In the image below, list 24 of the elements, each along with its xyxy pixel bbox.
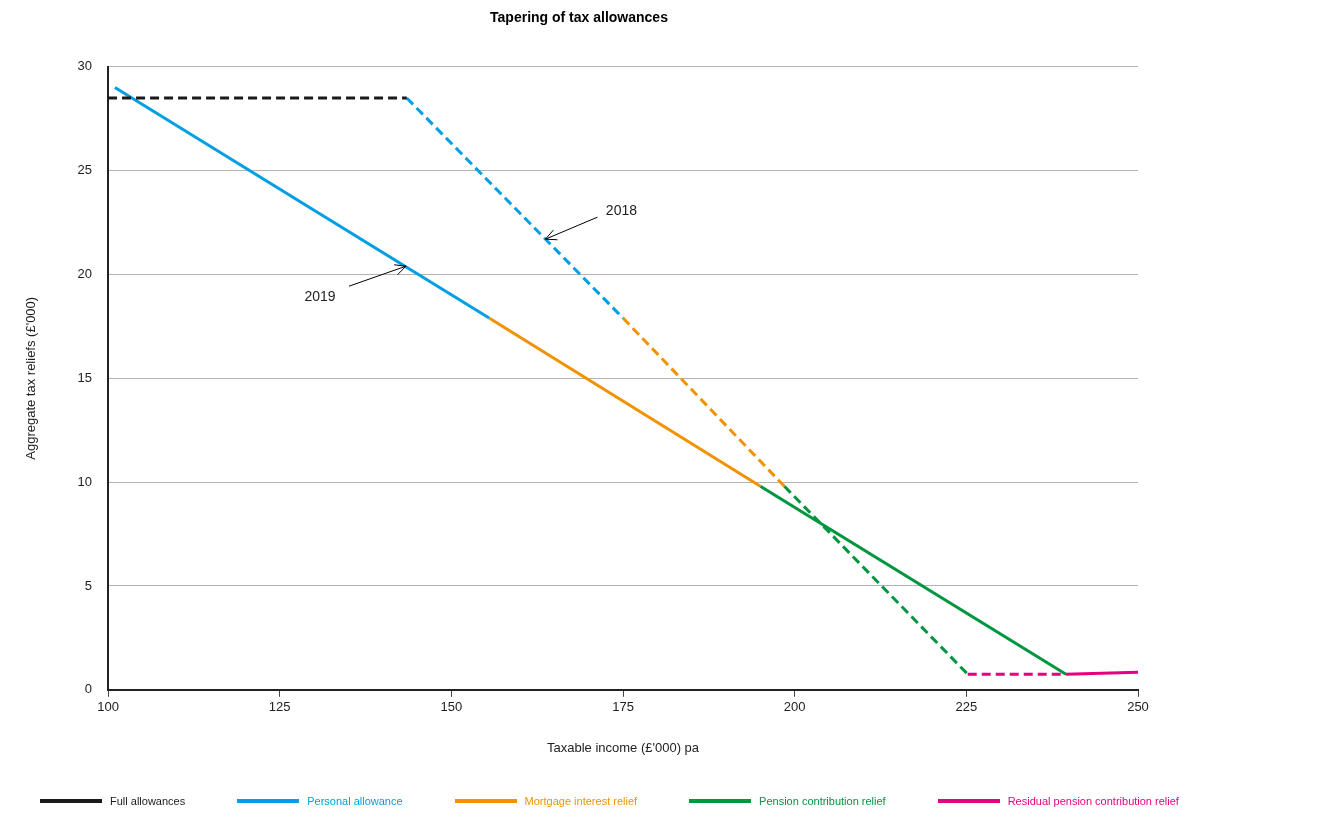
text: Personal allowance xyxy=(307,795,403,807)
x-tick-label: 250 xyxy=(1127,699,1149,715)
x-tick-label: 125 xyxy=(268,699,291,715)
annotation: 2018 xyxy=(605,202,638,219)
y-tick-label: 5 xyxy=(84,577,93,593)
y-tick-label: 15 xyxy=(77,369,93,385)
x-tick-label: 175 xyxy=(612,699,634,715)
y-tick-label: 25 xyxy=(77,162,93,178)
x-tick-label: 100 xyxy=(97,699,119,715)
text: Full allowances xyxy=(110,795,186,807)
chart-title: Tapering of tax allowances xyxy=(490,9,669,26)
text: Mortgage interest relief xyxy=(524,795,638,807)
x-tick-label: 150 xyxy=(440,699,463,715)
x-tick-label: 225 xyxy=(955,699,978,715)
y-tick-label: 20 xyxy=(77,266,93,282)
y-tick-label: 0 xyxy=(84,681,93,697)
annotation: 2019 xyxy=(304,288,336,305)
text: Pension contribution relief xyxy=(759,795,886,807)
y-tick-label: 10 xyxy=(77,473,93,489)
text: Residual pension contribution relief xyxy=(1007,795,1179,807)
y-axis-title: Aggregate tax reliefs (£'000) xyxy=(23,296,39,460)
y-tick-label: 30 xyxy=(77,58,93,74)
x-axis-title: Taxable income (£'000) pa xyxy=(546,739,700,755)
x-tick-label: 200 xyxy=(783,699,806,715)
